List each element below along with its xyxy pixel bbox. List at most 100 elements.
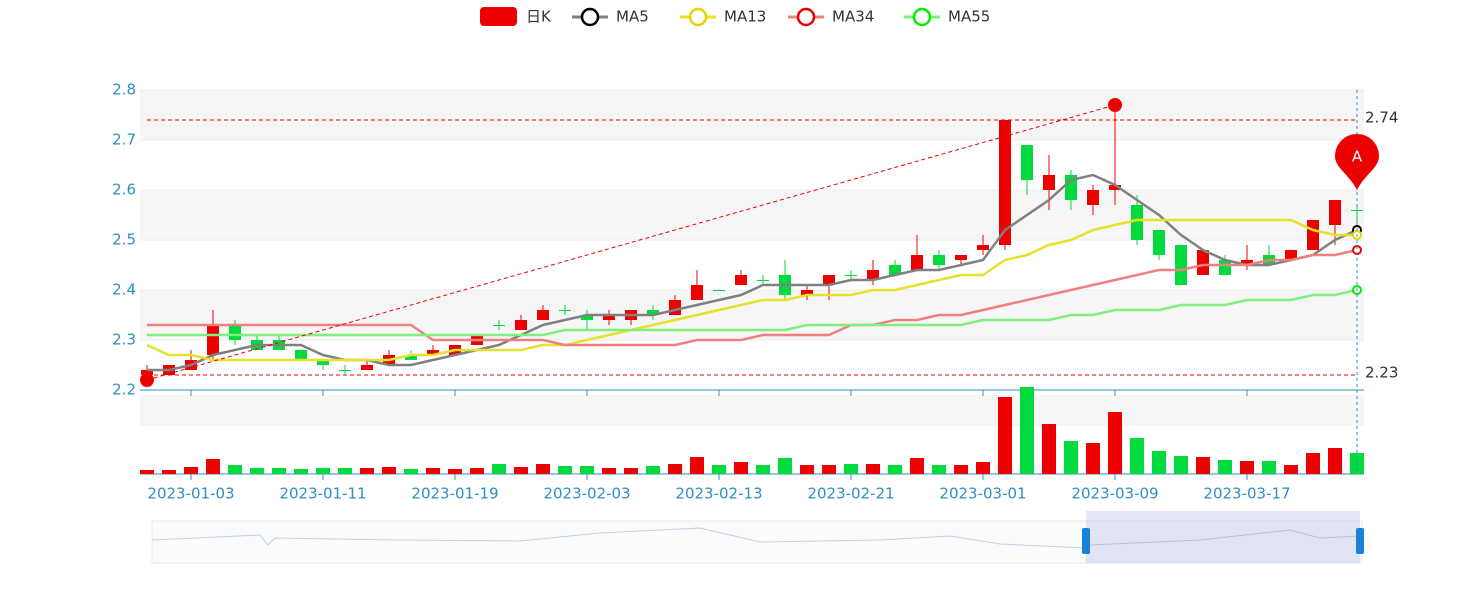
candle-body [1043,175,1055,190]
legend-label: 日K [526,8,552,26]
candle-body [823,275,835,285]
legend-label: MA55 [948,8,990,26]
volume-bar [1328,448,1342,474]
candle-body [933,255,945,265]
candle-body [845,275,857,276]
volume-bar [1020,387,1034,474]
candle-body [317,360,329,365]
volume-bar [1152,451,1166,474]
volume-bar [646,466,660,474]
volume-bar [470,468,484,474]
candle-body [603,315,615,320]
pin-label: A [1352,148,1363,166]
x-tick-label: 2023-01-03 [147,485,234,503]
y-tick-label: 2.5 [112,231,136,249]
volume-bar [1306,453,1320,474]
mark-line-label: 2.74 [1365,109,1398,127]
y-tick-label: 2.6 [112,181,136,199]
candle-body [405,355,417,360]
candle-body [1131,205,1143,240]
legend-label: MA34 [832,8,874,26]
grid-band [140,90,1364,140]
volume-bar [1130,438,1144,474]
y-tick-label: 2.4 [112,281,136,299]
volume-bar [712,465,726,474]
volume-bar [778,458,792,474]
x-tick-label: 2023-03-17 [1203,485,1290,503]
legend-label: MA5 [616,8,649,26]
candle-body [1219,260,1231,275]
volume-bar [1262,461,1276,474]
candle-body [361,365,373,370]
volume-bar [932,465,946,474]
candle-body [1307,220,1319,250]
candle-body [493,325,505,326]
x-tick-label: 2023-01-19 [411,485,498,503]
volume-bar [1064,441,1078,474]
candle-body [889,265,901,275]
grid-band [140,290,1364,340]
volume-bar [184,467,198,474]
volume-bar [558,466,572,474]
data-zoom[interactable] [151,511,1364,564]
candle-body [1109,185,1121,190]
candle-body [735,275,747,285]
volume-bar [250,468,264,474]
candle-body [757,280,769,281]
trend-point [1108,98,1122,112]
legend-icon [688,7,708,27]
candle-body [295,350,307,360]
y-tick-label: 2.2 [112,381,136,399]
volume-bar [1174,456,1188,474]
ma-line [147,248,1358,347]
zoom-shadow [151,527,1361,549]
legend-label: MA13 [724,8,766,26]
candle-body [339,370,351,371]
zoom-handle[interactable] [1082,528,1090,554]
candle-body [1153,230,1165,255]
volume-bar [910,458,924,474]
volume-bar [338,468,352,474]
volume-bar [272,468,286,474]
pin-marker [1335,134,1379,190]
x-tick-label: 2023-02-21 [807,485,894,503]
candle-body [1087,190,1099,205]
candle-body [537,310,549,320]
volume-bar [492,464,506,474]
zoom-handle[interactable] [1356,528,1364,554]
volume-bar [888,465,902,474]
volume-bar [448,469,462,474]
volume-bar [1108,412,1122,474]
volume-bar [976,462,990,474]
volume-bar [228,465,242,474]
y-tick-label: 2.7 [112,131,136,149]
zoom-window[interactable] [1086,511,1360,563]
volume-bar [360,468,374,474]
candle-body [1241,260,1253,265]
trend-point [140,373,154,387]
volume-bar [514,467,528,474]
volume-bar [800,465,814,474]
volume-bar [866,464,880,474]
volume-bar [404,469,418,474]
volume-bar [756,465,770,474]
volume-bar [316,468,330,474]
volume-bar [382,467,396,474]
volume-bar [822,465,836,474]
volume-bar [1240,461,1254,474]
candle-body [1175,245,1187,285]
volume-bar [954,465,968,474]
ma-line [147,288,1358,337]
candle-body [911,255,923,270]
candle-body [229,325,241,340]
ma-line [146,218,1357,362]
candle-body [141,370,153,375]
x-tick-label: 2023-03-09 [1071,485,1158,503]
x-tick-label: 2023-02-03 [543,485,630,503]
volume-bar [602,468,616,474]
legend-icon [912,7,932,27]
volume-bar [1218,460,1232,474]
volume-bar [624,468,638,474]
volume-bar [844,464,858,474]
